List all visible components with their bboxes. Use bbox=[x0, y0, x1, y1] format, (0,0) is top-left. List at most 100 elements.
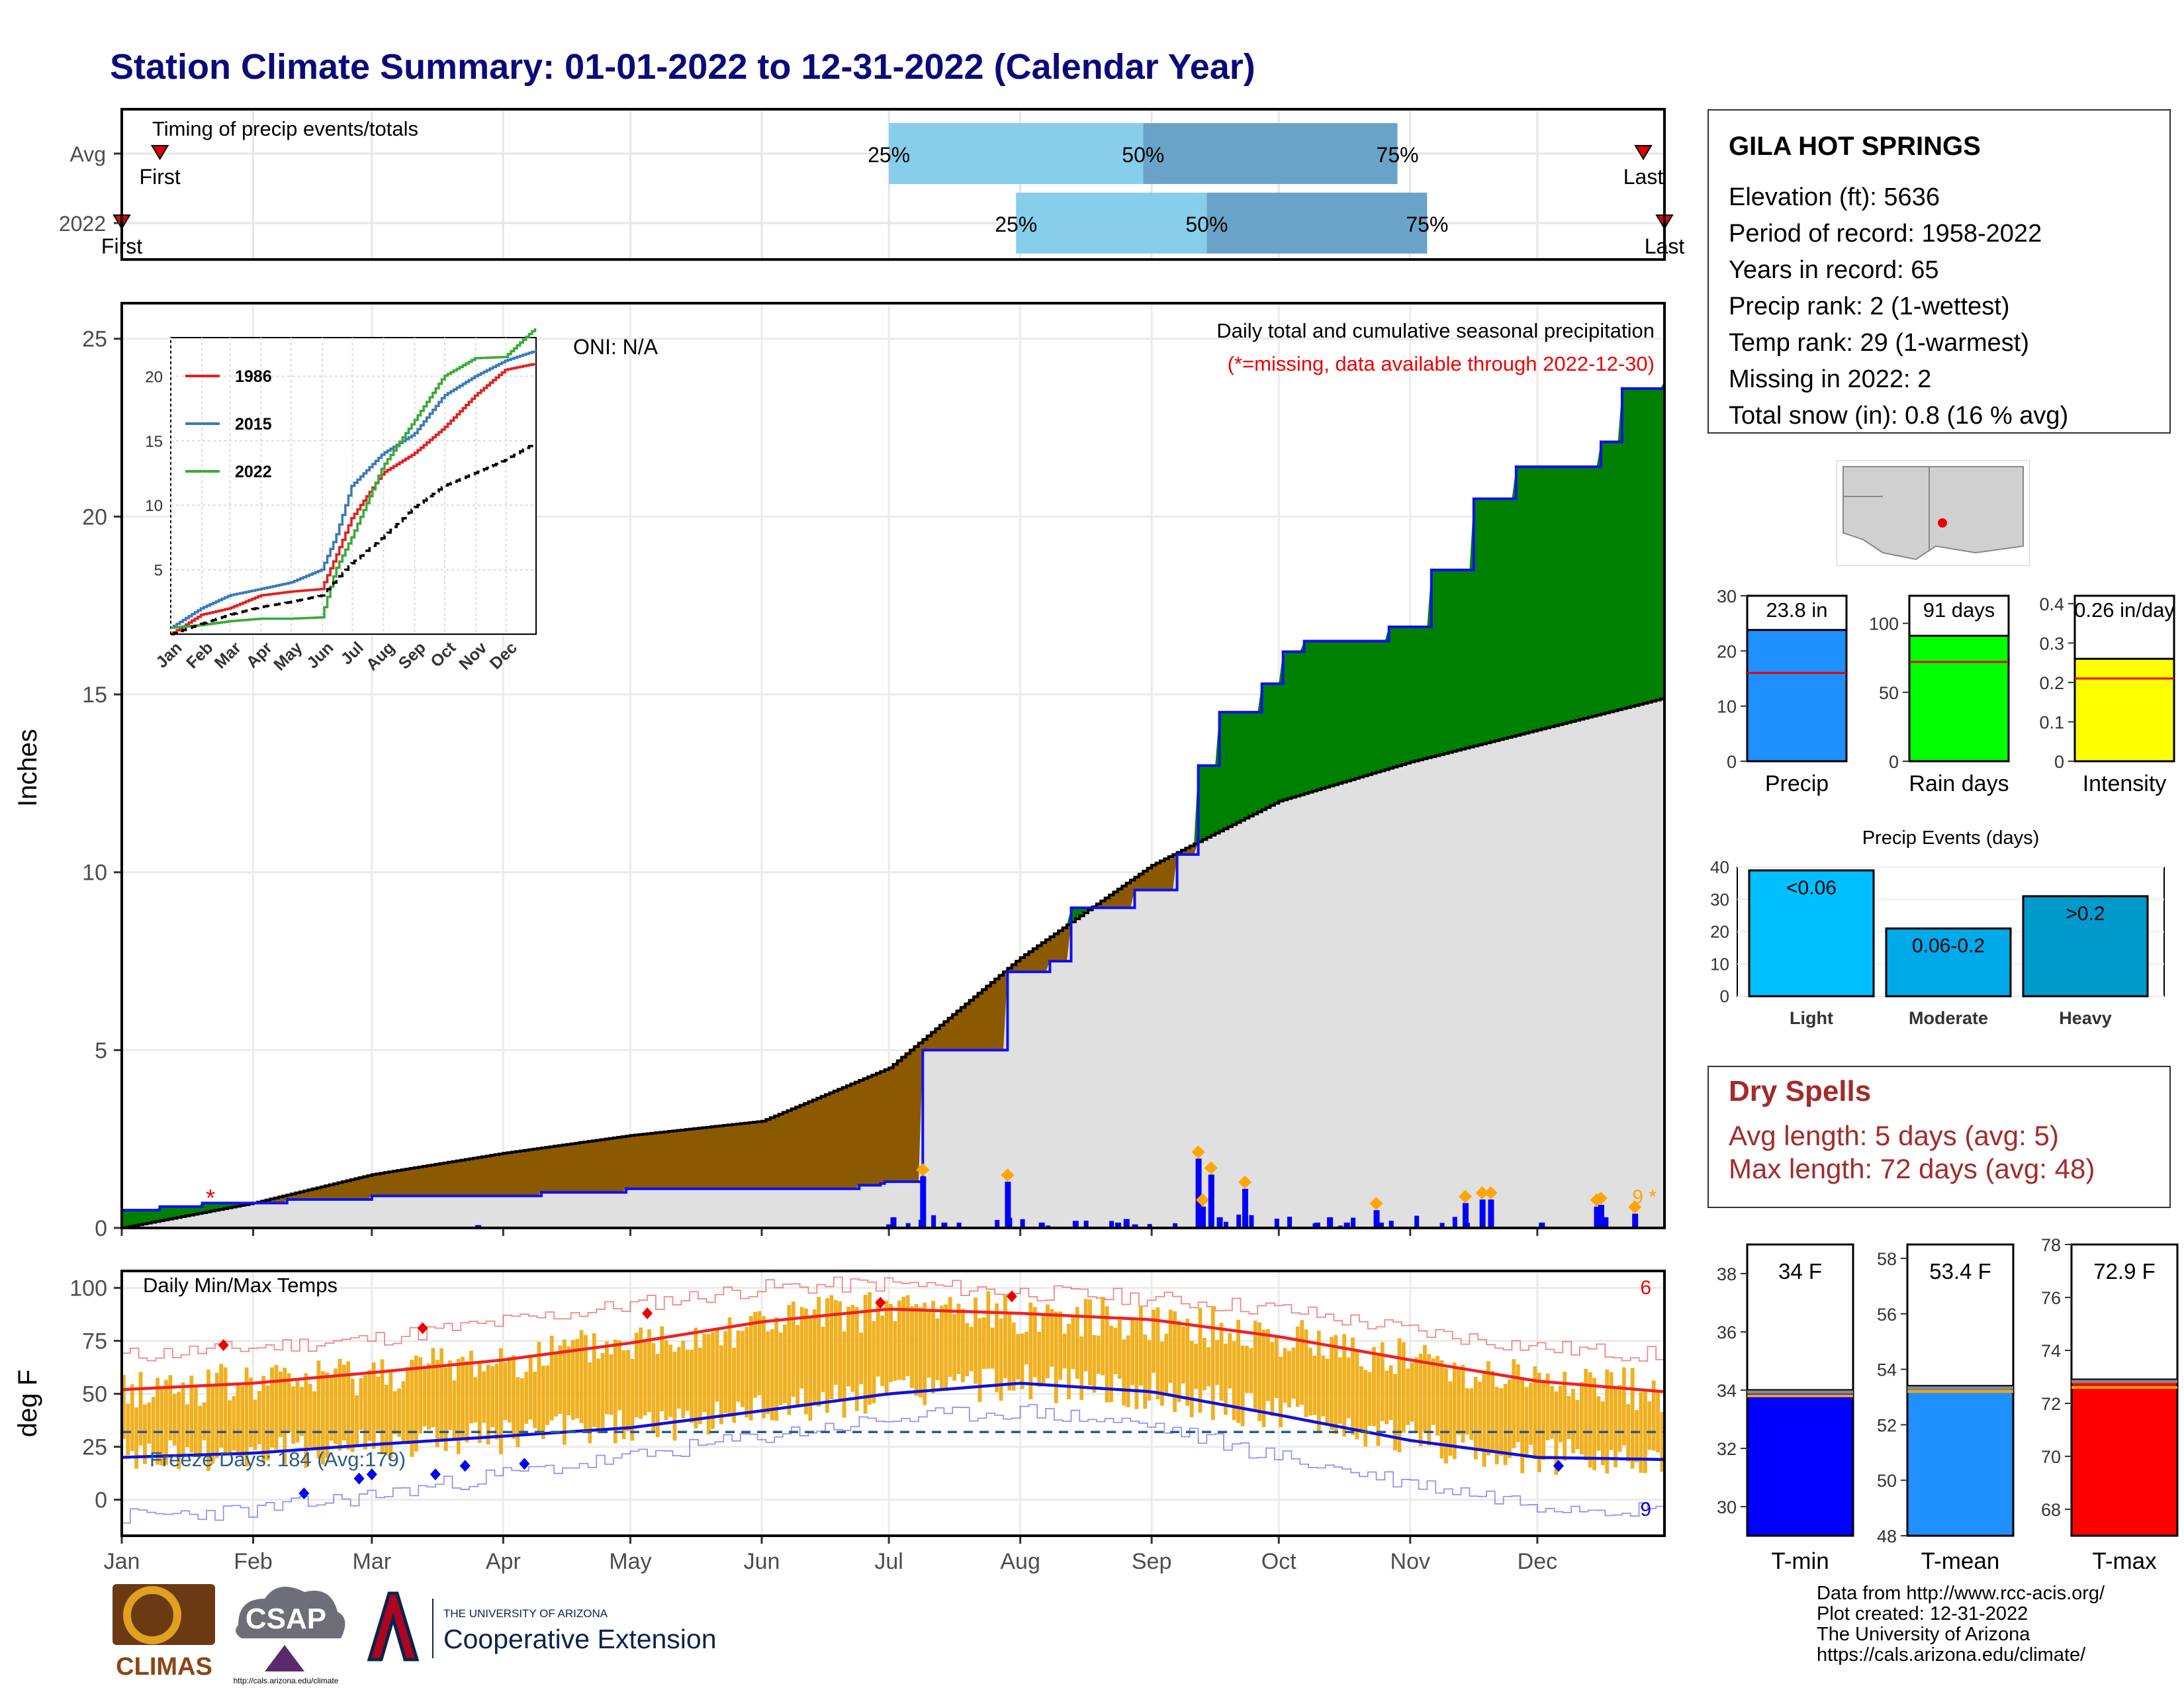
daily-temp-bar bbox=[1321, 1355, 1326, 1417]
month-tick-label: May bbox=[609, 1549, 651, 1574]
temp-y-tick-label: 25 bbox=[82, 1435, 107, 1460]
daily-temp-bar bbox=[414, 1355, 418, 1452]
daily-temp-bar bbox=[1325, 1358, 1330, 1426]
daily-temp-bar bbox=[1130, 1320, 1134, 1385]
daily-precip-bar bbox=[1488, 1199, 1494, 1228]
daily-temp-bar bbox=[1660, 1411, 1664, 1472]
daily-precip-bar bbox=[886, 1224, 893, 1228]
daily-temp-bar bbox=[1639, 1392, 1643, 1474]
daily-temp-bar bbox=[334, 1368, 338, 1444]
daily-temp-bar bbox=[1202, 1338, 1206, 1391]
record-low-line bbox=[122, 1403, 1665, 1524]
daily-temp-bar bbox=[592, 1333, 596, 1427]
heavy-event-marker bbox=[1001, 1168, 1015, 1182]
daily-precip-bar bbox=[1327, 1217, 1334, 1228]
daily-temp-bar bbox=[456, 1358, 461, 1454]
daily-temp-bar bbox=[1494, 1387, 1499, 1465]
heavy-event-marker bbox=[1369, 1197, 1383, 1211]
daily-temp-bar bbox=[655, 1354, 660, 1438]
daily-temp-bar bbox=[1490, 1370, 1495, 1451]
daily-precip-bar-small bbox=[1287, 1217, 1293, 1228]
daily-temp-bar bbox=[1499, 1388, 1504, 1456]
timing-bar-50-75 bbox=[1143, 123, 1398, 184]
daily-temp-bar bbox=[567, 1346, 571, 1416]
daily-temp-bar bbox=[761, 1316, 766, 1419]
daily-temp-bar bbox=[1181, 1326, 1185, 1384]
daily-temp-bar bbox=[719, 1345, 723, 1425]
temp-bar-y-tick-label: 38 bbox=[1717, 1264, 1737, 1284]
daily-temp-bar bbox=[1096, 1335, 1101, 1374]
daily-precip-bar-small bbox=[1020, 1219, 1025, 1228]
daily-temp-bar bbox=[147, 1402, 152, 1444]
temp-y-axis-label: deg F bbox=[13, 1370, 42, 1437]
daily-temp-bar bbox=[1232, 1340, 1236, 1421]
daily-temp-bar bbox=[1228, 1333, 1232, 1389]
daily-temp-bar bbox=[1109, 1325, 1113, 1403]
record-high-marker bbox=[642, 1307, 653, 1319]
daily-temp-bar bbox=[821, 1327, 825, 1392]
daily-temp-bar bbox=[1266, 1329, 1270, 1401]
inset-legend-label: 2022 bbox=[235, 463, 272, 481]
annual-y-tick-label: 30 bbox=[1717, 586, 1737, 606]
daily-precip-bar-small bbox=[995, 1219, 1000, 1228]
temp-bar-y-tick-label: 30 bbox=[1717, 1497, 1737, 1517]
daily-temp-bar bbox=[1596, 1396, 1601, 1451]
daily-temp-bar bbox=[448, 1360, 452, 1430]
daily-temp-bar bbox=[1092, 1335, 1097, 1393]
daily-temp-bar bbox=[1503, 1383, 1508, 1466]
daily-temp-bar bbox=[1011, 1322, 1016, 1391]
daily-temp-bar bbox=[1164, 1333, 1169, 1396]
daily-temp-bar bbox=[893, 1321, 897, 1381]
daily-temp-bar bbox=[647, 1329, 651, 1413]
daily-temp-bar bbox=[1393, 1374, 1397, 1450]
daily-temp-bar bbox=[164, 1380, 168, 1466]
temp-bar-category: T-min bbox=[1771, 1548, 1829, 1574]
daily-temp-bar bbox=[122, 1375, 126, 1439]
daily-precip-bar bbox=[1115, 1222, 1121, 1228]
dry-spells-max: Max length: 72 days (avg: 48) bbox=[1729, 1153, 2095, 1184]
station-precip-rank: Precip rank: 2 (1-wettest) bbox=[1729, 293, 2010, 320]
daily-temp-bar bbox=[948, 1297, 952, 1377]
daily-temp-bar bbox=[676, 1346, 681, 1409]
missing-marker: * bbox=[206, 1184, 215, 1211]
precip-panel-border bbox=[120, 302, 1666, 1229]
temp-bar-y-tick-label: 36 bbox=[1717, 1323, 1737, 1342]
daily-temp-bar bbox=[1643, 1389, 1647, 1474]
last-event-marker bbox=[1634, 145, 1653, 160]
daily-temp-bar bbox=[935, 1318, 940, 1381]
daily-temp-bar bbox=[812, 1309, 817, 1405]
daily-temp-bar bbox=[1253, 1320, 1257, 1409]
temp-panel-border bbox=[120, 1270, 1666, 1537]
month-tick-label: Jan bbox=[104, 1549, 140, 1574]
temp-bar-value-label: 53.4 F bbox=[1929, 1259, 1991, 1284]
daily-temp-bar bbox=[427, 1363, 431, 1430]
daily-temp-bar bbox=[1342, 1334, 1347, 1437]
daily-temp-bar bbox=[685, 1349, 690, 1411]
daily-temp-bar bbox=[494, 1364, 499, 1440]
annual-y-tick-label: 10 bbox=[1717, 697, 1737, 717]
daily-temp-bar bbox=[1134, 1321, 1139, 1409]
daily-temp-bar bbox=[253, 1399, 257, 1450]
daily-temp-bar bbox=[1249, 1348, 1253, 1393]
annual-bar-value-label: 91 days bbox=[1923, 598, 1995, 622]
event-category-label: Heavy bbox=[2059, 1008, 2112, 1028]
annual-y-tick-label: 0.3 bbox=[2039, 633, 2064, 653]
daily-precip-bar bbox=[941, 1222, 948, 1228]
daily-temp-bar bbox=[473, 1377, 478, 1423]
daily-temp-bar bbox=[613, 1339, 617, 1444]
daily-precip-bar bbox=[1539, 1222, 1545, 1228]
daily-precip-bar bbox=[1377, 1222, 1384, 1228]
annual-y-tick-label: 0.1 bbox=[2039, 712, 2064, 732]
daily-temp-bar bbox=[385, 1384, 388, 1456]
daily-temp-bar bbox=[355, 1395, 359, 1445]
record-high-marker bbox=[218, 1339, 229, 1351]
daily-temp-bar bbox=[1240, 1345, 1245, 1427]
daily-temp-bar bbox=[410, 1360, 414, 1457]
event-category-label: Moderate bbox=[1909, 1008, 1988, 1028]
daily-temp-bar bbox=[1113, 1327, 1118, 1374]
daily-precip-bar-small bbox=[1452, 1217, 1457, 1228]
daily-temp-bar bbox=[804, 1308, 808, 1415]
daily-temp-bar bbox=[1380, 1342, 1385, 1421]
daily-temp-bar bbox=[1279, 1356, 1283, 1428]
